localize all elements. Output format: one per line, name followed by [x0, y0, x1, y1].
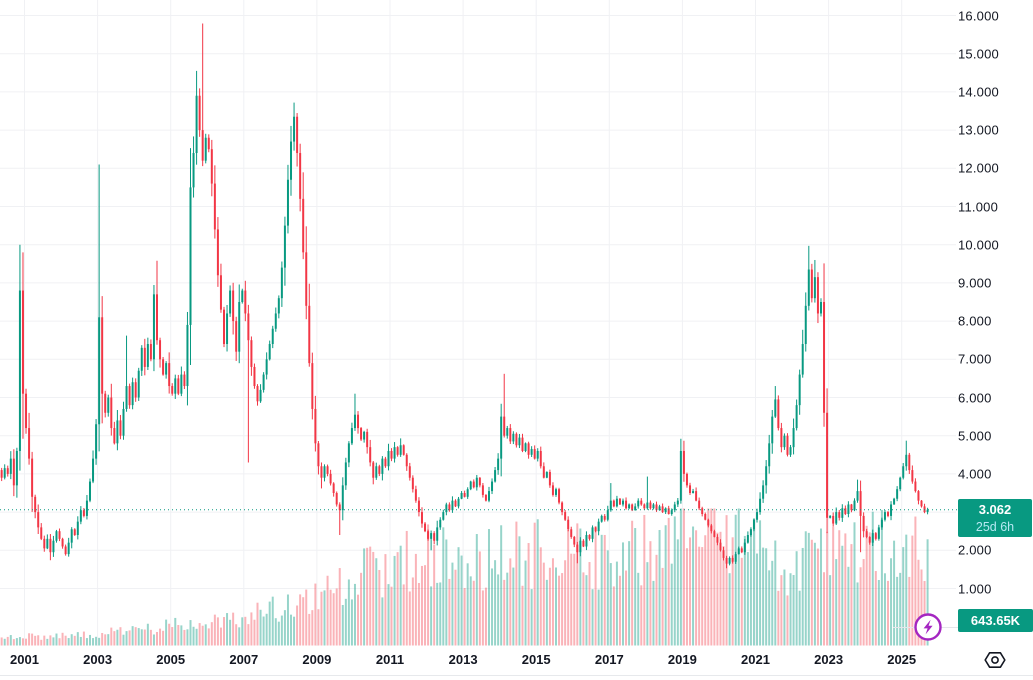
- price-tick-label: 12.000: [958, 160, 999, 176]
- year-tick-label: 2021: [741, 652, 770, 667]
- grid-lines: [0, 0, 956, 646]
- year-tick-label: 2019: [667, 652, 697, 667]
- year-tick-label: 2025: [887, 652, 917, 667]
- price-tick-label: 5.000: [958, 428, 992, 444]
- price-tick-label: 7.000: [958, 351, 992, 367]
- year-tick-label: 2023: [814, 652, 844, 667]
- year-tick-label: 2009: [302, 652, 332, 667]
- price-tick-label: 6.000: [958, 390, 992, 405]
- year-tick-label: 2015: [521, 652, 551, 667]
- last-price-value: 3.062: [978, 502, 1012, 517]
- bar-countdown: 25d 6h: [975, 519, 1015, 534]
- year-tick-label: 2001: [10, 652, 39, 667]
- price-tick-label: 16.000: [958, 8, 999, 23]
- price-tick-label: 10.000: [958, 237, 999, 253]
- year-tick-label: 2011: [375, 652, 405, 667]
- year-tick-label: 2017: [594, 652, 624, 667]
- price-tick-label: 14.000: [958, 84, 999, 100]
- price-tick-label: 15.000: [958, 46, 999, 62]
- candles: [0, 23, 929, 569]
- last-price-label: 3.062 25d 6h: [958, 499, 1032, 537]
- year-tick-label: 2013: [448, 652, 478, 667]
- time-axis[interactable]: 2001 2003 2005 2007 2009 2011 2013 2015 2017 2019…: [0, 648, 1033, 676]
- year-tick-label: 2003: [83, 652, 113, 667]
- price-tick-label: 4.000: [958, 466, 992, 482]
- year-tick-label: 2007: [229, 652, 259, 667]
- lightning-icon: [914, 613, 942, 641]
- year-tick-label: 2005: [156, 652, 186, 667]
- last-volume-value: 643.65K: [970, 613, 1021, 628]
- quick-action-button[interactable]: [913, 612, 943, 642]
- price-tick-label: 11.000: [958, 199, 998, 214]
- price-tick-label: 9.000: [958, 275, 992, 291]
- hexagon-eye-glyph: [984, 652, 1006, 668]
- price-tick-label: 8.000: [958, 313, 992, 329]
- volume-bars: [0, 508, 929, 646]
- last-volume-label: 643.65K: [958, 609, 1033, 632]
- price-tick-label: 1.000: [958, 581, 992, 596]
- price-tick-label: 2.000: [958, 542, 992, 558]
- hexagonal-eye-icon[interactable]: [982, 648, 1008, 672]
- price-tick-label: 13.000: [958, 122, 999, 138]
